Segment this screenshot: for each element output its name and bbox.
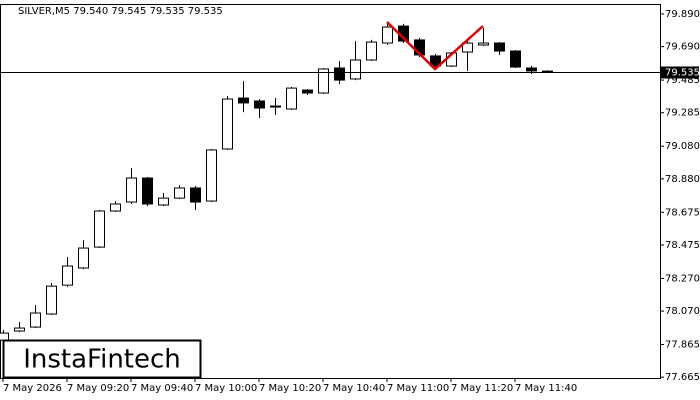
- x-tick-label: 7 May 09:20: [67, 383, 129, 394]
- candle-body: [350, 59, 361, 80]
- candle-body: [30, 312, 41, 328]
- y-tick-label: 78.475: [665, 240, 700, 251]
- x-tick-label: 7 May 11:20: [451, 383, 513, 394]
- x-tick-label: 7 May 11:00: [387, 383, 449, 394]
- candle-body: [142, 177, 153, 205]
- y-tick-label: 79.890: [665, 9, 700, 20]
- y-tick-label: 79.285: [665, 108, 700, 119]
- candle-body: [366, 41, 377, 61]
- x-tick-label: 7 May 2026: [3, 383, 62, 394]
- y-tick-label: 78.270: [665, 273, 700, 284]
- plot: [0, 21, 553, 343]
- candle-body: [478, 42, 489, 46]
- x-tick-label: 7 May 09:40: [131, 383, 193, 394]
- current-price-box: [661, 66, 699, 79]
- candle-body: [190, 187, 201, 203]
- candle-body: [430, 55, 441, 67]
- plot-frame: [0, 4, 661, 379]
- candle-body: [222, 98, 233, 150]
- candle-body: [94, 210, 105, 248]
- x-tick-label: 7 May 10:40: [323, 383, 385, 394]
- candle-body: [382, 26, 393, 44]
- y-tick-label: 78.675: [665, 207, 700, 218]
- y-tick-label: 78.070: [665, 306, 700, 317]
- y-tick-label: 79.485: [665, 75, 700, 86]
- candle-body: [526, 67, 537, 72]
- current-price-label: 79.535: [665, 68, 700, 79]
- y-tick-label: 77.665: [665, 372, 700, 383]
- candle-body: [494, 42, 505, 52]
- candle-body: [126, 177, 137, 203]
- candle-body: [158, 197, 169, 206]
- y-tick-label: 79.080: [665, 141, 700, 152]
- x-tick-label: 7 May 11:40: [515, 383, 577, 394]
- candle-body: [238, 97, 249, 104]
- candle-body: [318, 68, 329, 94]
- candle-body: [542, 70, 553, 73]
- candle-body: [462, 42, 473, 53]
- logo-box: [2, 339, 202, 379]
- candle-body: [62, 265, 73, 286]
- candle-body: [206, 149, 217, 202]
- candle-body: [14, 327, 25, 332]
- x-tick-label: 7 May 10:20: [259, 383, 321, 394]
- candle-body: [0, 332, 9, 341]
- candle-body: [254, 100, 265, 109]
- candle-body: [286, 87, 297, 110]
- candle-body: [46, 285, 57, 315]
- chart-subtitle: SILVER,M5 79.540 79.545 79.535 79.535: [18, 6, 223, 17]
- y-tick-label: 79.690: [665, 42, 700, 53]
- candle-body: [110, 203, 121, 212]
- candle-body: [302, 89, 313, 94]
- x-tick-label: 7 May 10:00: [195, 383, 257, 394]
- logo: InstaFintech: [23, 345, 181, 375]
- pattern-line: [386, 21, 484, 71]
- y-tick-label: 78.880: [665, 174, 700, 185]
- candle-body: [270, 105, 281, 108]
- candle-body: [78, 247, 89, 269]
- candle-body: [174, 187, 185, 199]
- y-tick-label: 77.865: [665, 340, 700, 351]
- candle-body: [334, 67, 345, 81]
- candle-body: [510, 50, 521, 68]
